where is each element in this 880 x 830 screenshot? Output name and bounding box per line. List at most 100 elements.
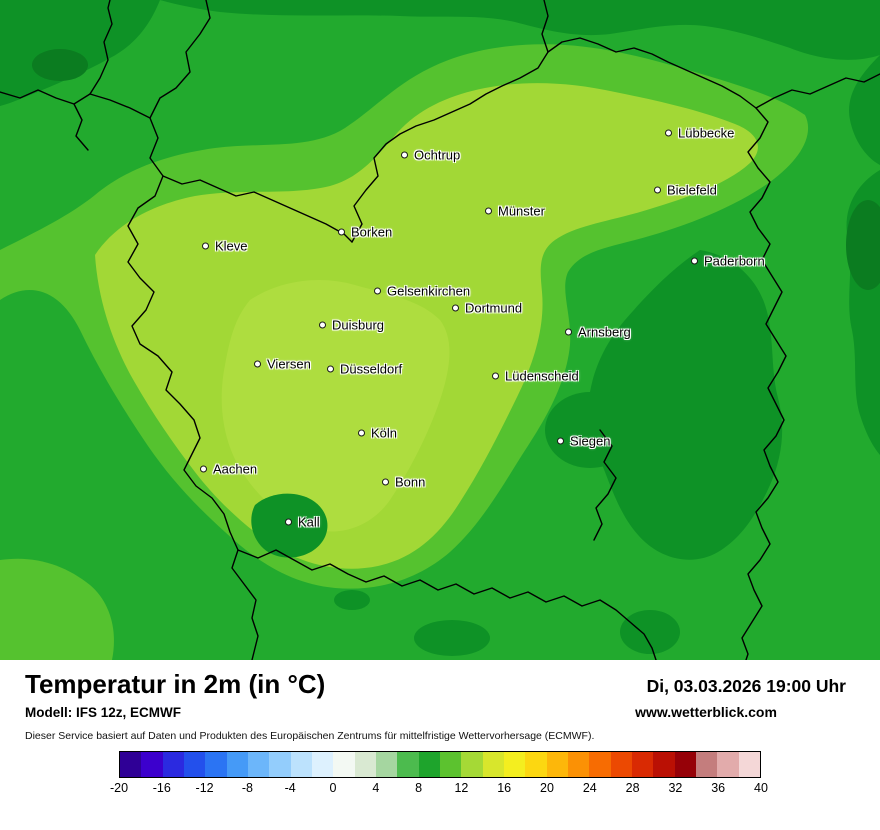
state-border-line-northeast — [351, 37, 787, 660]
state-border-line-middle — [162, 175, 353, 243]
city-dot-icon — [691, 257, 698, 265]
region-darker-topleft-spot — [32, 49, 88, 81]
border-layer — [0, 0, 880, 660]
state-border-line-topleft-spur — [73, 103, 89, 151]
colorbar-segment — [397, 752, 419, 777]
city-label: Kall — [298, 514, 320, 530]
city-label: Lüdenscheid — [505, 368, 579, 384]
city-dot-icon — [319, 321, 326, 329]
city-marker: Düsseldorf — [327, 362, 402, 377]
colorbar-ticks: -20 -16 -12 -8 -4 0 4 8 12 16 20 24 28 32 36 40 — [110, 781, 768, 799]
colorbar-tick-label: 4 — [372, 781, 380, 795]
region-dark-siegen — [545, 392, 635, 468]
colorbar-segment — [290, 752, 312, 777]
state-border-line-north-spur — [541, 0, 549, 53]
state-border-line-topright — [755, 73, 880, 109]
colorbar-tick-label: 8 — [415, 781, 423, 795]
state-border-line-siegen — [593, 429, 617, 541]
region-dark-kall — [251, 493, 328, 558]
region-darker-right-spot — [846, 200, 880, 290]
colorbar-segment — [269, 752, 291, 777]
colorbar-tick-label: -8 — [241, 781, 253, 795]
colorbar-tick-label: 0 — [329, 781, 337, 795]
city-marker: Bielefeld — [654, 183, 717, 198]
temperature-map-svg — [0, 0, 880, 660]
colorbar-tick-label: -16 — [152, 781, 171, 795]
region-pale-core — [221, 280, 450, 532]
city-label: Köln — [371, 425, 398, 441]
city-dot-icon — [557, 437, 564, 445]
colorbar-segment — [141, 752, 163, 777]
city-dot-icon — [492, 372, 499, 380]
city-label: Lübbecke — [678, 125, 735, 141]
colorbar-segment — [674, 752, 696, 777]
city-dot-icon — [338, 228, 345, 236]
city-marker: Kleve — [202, 239, 248, 254]
city-dot-icon — [202, 242, 209, 250]
colorbar-segment — [333, 752, 355, 777]
city-marker: Aachen — [200, 462, 257, 477]
colorbar-segment — [354, 752, 376, 777]
city-marker: Lüdenscheid — [492, 369, 579, 384]
city-marker: Paderborn — [691, 254, 765, 269]
city-dot-icon — [565, 328, 572, 336]
website-url: www.wetterblick.com — [635, 704, 777, 720]
city-dot-icon — [401, 151, 408, 159]
colorbar-tick-label: 36 — [711, 781, 726, 795]
city-label: Paderborn — [704, 253, 765, 269]
city-label: Viersen — [267, 356, 311, 372]
colorbar-segment — [162, 752, 184, 777]
city-dot-icon — [358, 429, 365, 437]
city-marker: Borken — [338, 225, 392, 240]
city-marker: Dortmund — [452, 301, 522, 316]
colorbar-segment — [247, 752, 270, 777]
colorbar-segments — [119, 751, 761, 778]
colorbar-tick-label: 40 — [754, 781, 768, 795]
city-label: Arnsberg — [578, 324, 631, 340]
region-dark-right-upper — [849, 55, 880, 165]
city-marker: Gelsenkirchen — [374, 284, 470, 299]
city-marker: Lübbecke — [665, 126, 734, 141]
city-marker: Münster — [485, 204, 545, 219]
colorbar-segment — [717, 752, 739, 777]
colorbar-tick-label: 24 — [582, 781, 597, 795]
city-label: Dortmund — [465, 300, 523, 316]
city-dot-icon — [285, 518, 292, 526]
city-marker: Viersen — [254, 357, 311, 372]
state-border-line-west — [127, 0, 259, 660]
disclaimer-text: Dieser Service basiert auf Daten und Pro… — [25, 730, 595, 742]
colorbar-segment — [120, 752, 142, 777]
colorbar-tick-label: 16 — [497, 781, 512, 795]
colorbar-tick-label: 32 — [668, 781, 683, 795]
colorbar-tick-label: 20 — [540, 781, 554, 795]
state-border-line-south — [237, 549, 657, 660]
colorbar-tick-label: -12 — [195, 781, 214, 795]
colorbar-segment — [311, 752, 334, 777]
forecast-datetime: Di, 03.03.2026 19:00 Uhr — [646, 676, 846, 696]
region-dark-bottom-2 — [620, 610, 680, 654]
region-light-bottom-left — [0, 558, 114, 660]
city-dot-icon — [327, 365, 334, 373]
colorbar-segment — [631, 752, 654, 777]
region-dark-southeast — [588, 250, 783, 560]
colorbar-segment — [183, 752, 206, 777]
footer-left-column: Temperatur in 2m (in °C) Modell: IFS 12z… — [25, 670, 325, 720]
city-label: Bielefeld — [667, 182, 717, 198]
city-marker: Kall — [285, 515, 320, 530]
colorbar-segment — [653, 752, 675, 777]
city-marker: Arnsberg — [565, 325, 631, 340]
city-label: Duisburg — [332, 317, 385, 333]
city-label: Borken — [351, 224, 393, 240]
footer-header-row: Temperatur in 2m (in °C) Modell: IFS 12z… — [0, 660, 880, 720]
colorbar: -20 -16 -12 -8 -4 0 4 8 12 16 20 24 28 32 36 40 — [0, 751, 880, 799]
city-label: Gelsenkirchen — [387, 283, 471, 299]
city-marker: Siegen — [557, 434, 610, 449]
region-dark-topleft — [0, 0, 160, 106]
city-label: Ochtrup — [414, 147, 461, 163]
colorbar-segment — [503, 752, 526, 777]
footer-right-column: Di, 03.03.2026 19:00 Uhr www.wetterblick… — [566, 670, 846, 720]
map-area: Ochtrup Lübbecke Münster Bielefeld Borken Kle… — [0, 0, 880, 660]
city-dot-icon — [254, 360, 261, 368]
city-label: Siegen — [570, 433, 611, 449]
city-marker: Köln — [358, 426, 397, 441]
